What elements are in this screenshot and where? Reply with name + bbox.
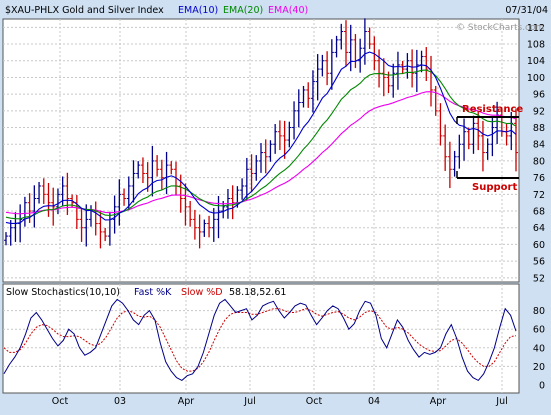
slow-d-line [3, 308, 517, 372]
stoch-values: 58.18,52.61 [229, 287, 286, 298]
stoch-tick-label: 80 [533, 306, 545, 317]
grid [3, 19, 519, 393]
ema-lines [5, 51, 517, 224]
resistance-label: Resistance [462, 104, 523, 115]
x-tick-label: 03 [114, 396, 126, 407]
ema20-line [5, 69, 517, 220]
x-tick-label: Apr [430, 396, 447, 407]
stoch-tick-label: 0 [539, 381, 545, 392]
x-tick-label: 04 [368, 396, 380, 407]
price-tick-label: 76 [533, 173, 545, 184]
fast-k-line [3, 298, 517, 382]
symbol-title: $XAU-PHLX Gold and Silver Index [5, 5, 164, 16]
price-tick-label: 52 [533, 273, 545, 284]
price-tick-label: 104 [527, 56, 545, 67]
x-tick-label: Oct [52, 396, 69, 407]
price-tick-label: 56 [533, 257, 545, 268]
price-tick-label: 72 [533, 190, 545, 201]
legend-ema40: EMA(40) [268, 5, 308, 16]
stoch-fast-label: Fast %K [134, 287, 172, 298]
price-tick-label: 88 [533, 123, 545, 134]
price-tick-label: 100 [527, 73, 545, 84]
legend-ema20: EMA(20) [223, 5, 263, 16]
stochastics-panel [2, 283, 520, 394]
stoch-tick-label: 60 [533, 325, 545, 336]
ema10-line [5, 51, 517, 224]
stoch-slow-label: Slow %D [181, 287, 223, 298]
price-tick-label: 64 [533, 223, 545, 234]
x-tick-label: Oct [306, 396, 323, 407]
chart-date: 07/31/04 [505, 5, 548, 16]
axis-labels: Oct 03 Apr Jul Oct 04 Apr Jul 52 56 60 64 68 72 76 80 84… [52, 23, 545, 407]
price-tick-label: 96 [533, 90, 545, 101]
stoch-tick-label: 40 [533, 343, 545, 354]
price-tick-label: 92 [533, 106, 545, 117]
x-tick-label: Apr [178, 396, 195, 407]
stoch-title: Slow Stochastics(10,10) [6, 287, 120, 298]
price-tick-label: 80 [533, 156, 545, 167]
support-label: Support [472, 182, 517, 193]
stochastic-lines [3, 298, 517, 382]
legend-ema10: EMA(10) [178, 5, 218, 16]
price-tick-label: 108 [527, 40, 545, 51]
x-tick-label: Jul [495, 396, 507, 407]
price-tick-label: 60 [533, 240, 545, 251]
price-tick-label: 68 [533, 207, 545, 218]
price-tick-label: 84 [533, 140, 545, 151]
watermark: © StockCharts.com [456, 23, 544, 33]
price-tick-label: 112 [527, 23, 545, 34]
stoch-tick-label: 20 [533, 362, 545, 373]
x-tick-label: Jul [243, 396, 255, 407]
